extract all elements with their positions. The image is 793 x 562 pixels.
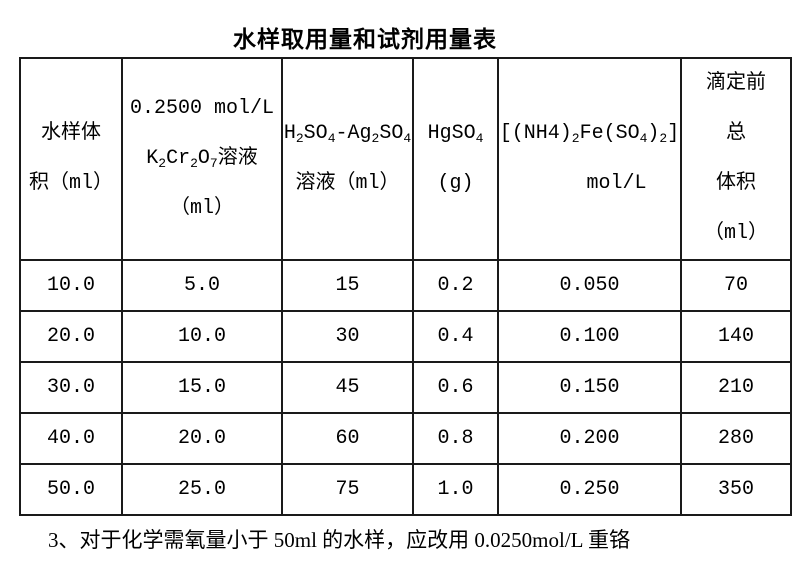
- header-line: K2Cr2O7溶液: [146, 147, 258, 171]
- table-cell: 60: [281, 412, 414, 465]
- table-cell: 45: [281, 361, 414, 414]
- header-line: mol/L: [586, 172, 647, 195]
- table-row: 50.0 25.0 75 1.0 0.250 350: [19, 463, 792, 516]
- header-line: 总: [726, 122, 746, 145]
- table-cell: 70: [680, 259, 792, 312]
- table-row: 40.0 20.0 60 0.8 0.200 280: [19, 412, 792, 465]
- table-cell: 50.0: [19, 463, 123, 516]
- table-cell: 30.0: [19, 361, 123, 414]
- table-row: 20.0 10.0 30 0.4 0.100 140: [19, 310, 792, 363]
- header-line: HgSO4: [427, 122, 484, 146]
- col-header-total-volume-before-titration: 滴定前 总 体积 （ml）: [680, 57, 792, 261]
- header-line: H2SO4-Ag2SO4: [283, 122, 412, 146]
- table-cell: 0.2: [412, 259, 499, 312]
- table-row: 30.0 15.0 45 0.6 0.150 210: [19, 361, 792, 414]
- footnote-text: 3、对于化学需氧量小于 50ml 的水样，应改用 0.0250mol/L 重铬: [48, 528, 630, 552]
- table-cell: 20.0: [121, 412, 283, 465]
- header-line: 滴定前: [706, 72, 766, 95]
- table-cell: 25.0: [121, 463, 283, 516]
- table-cell: 140: [680, 310, 792, 363]
- header-line: 积（ml）: [28, 172, 113, 195]
- header-line: [(NH4)2Fe(SO4)2]: [499, 122, 680, 146]
- table-cell: 0.4: [412, 310, 499, 363]
- header-line: 0.2500 mol/L: [129, 97, 275, 120]
- table-cell: 350: [680, 463, 792, 516]
- header-line: （ml）: [703, 222, 768, 245]
- table-row: 10.0 5.0 15 0.2 0.050 70: [19, 259, 792, 312]
- table-cell: 5.0: [121, 259, 283, 312]
- table-cell: 1.0: [412, 463, 499, 516]
- table-cell: 0.250: [497, 463, 682, 516]
- table-cell: 20.0: [19, 310, 123, 363]
- header-line: 体积: [716, 172, 756, 195]
- reagent-dosage-table: 水样体 积（ml） 0.2500 mol/L K2Cr2O7溶液 （ml） H2…: [19, 57, 792, 516]
- table-cell: 0.200: [497, 412, 682, 465]
- table-cell: 40.0: [19, 412, 123, 465]
- table-cell: 75: [281, 463, 414, 516]
- header-line: (g): [437, 172, 474, 195]
- table-cell: 15: [281, 259, 414, 312]
- table-cell: 280: [680, 412, 792, 465]
- col-header-hgso4: HgSO4 (g): [412, 57, 499, 261]
- header-line: 水样体: [41, 122, 101, 145]
- table-header-row: 水样体 积（ml） 0.2500 mol/L K2Cr2O7溶液 （ml） H2…: [19, 57, 792, 261]
- table-cell: 210: [680, 361, 792, 414]
- col-header-h2so4-ag2so4-solution: H2SO4-Ag2SO4 溶液（ml）: [281, 57, 414, 261]
- col-header-ammonium-ferrous-sulfate: [(NH4)2Fe(SO4)2] mol/L: [497, 57, 682, 261]
- table-cell: 30: [281, 310, 414, 363]
- header-line: （ml）: [169, 197, 234, 220]
- header-line: 溶液（ml）: [295, 172, 400, 195]
- table-cell: 0.100: [497, 310, 682, 363]
- table-cell: 10.0: [19, 259, 123, 312]
- col-header-k2cr2o7-solution: 0.2500 mol/L K2Cr2O7溶液 （ml）: [121, 57, 283, 261]
- table-cell: 0.8: [412, 412, 499, 465]
- table-cell: 0.150: [497, 361, 682, 414]
- table-cell: 0.050: [497, 259, 682, 312]
- table-cell: 10.0: [121, 310, 283, 363]
- table-title: 水样取用量和试剂用量表: [233, 27, 497, 52]
- col-header-water-sample-volume: 水样体 积（ml）: [19, 57, 123, 261]
- table-cell: 0.6: [412, 361, 499, 414]
- table-cell: 15.0: [121, 361, 283, 414]
